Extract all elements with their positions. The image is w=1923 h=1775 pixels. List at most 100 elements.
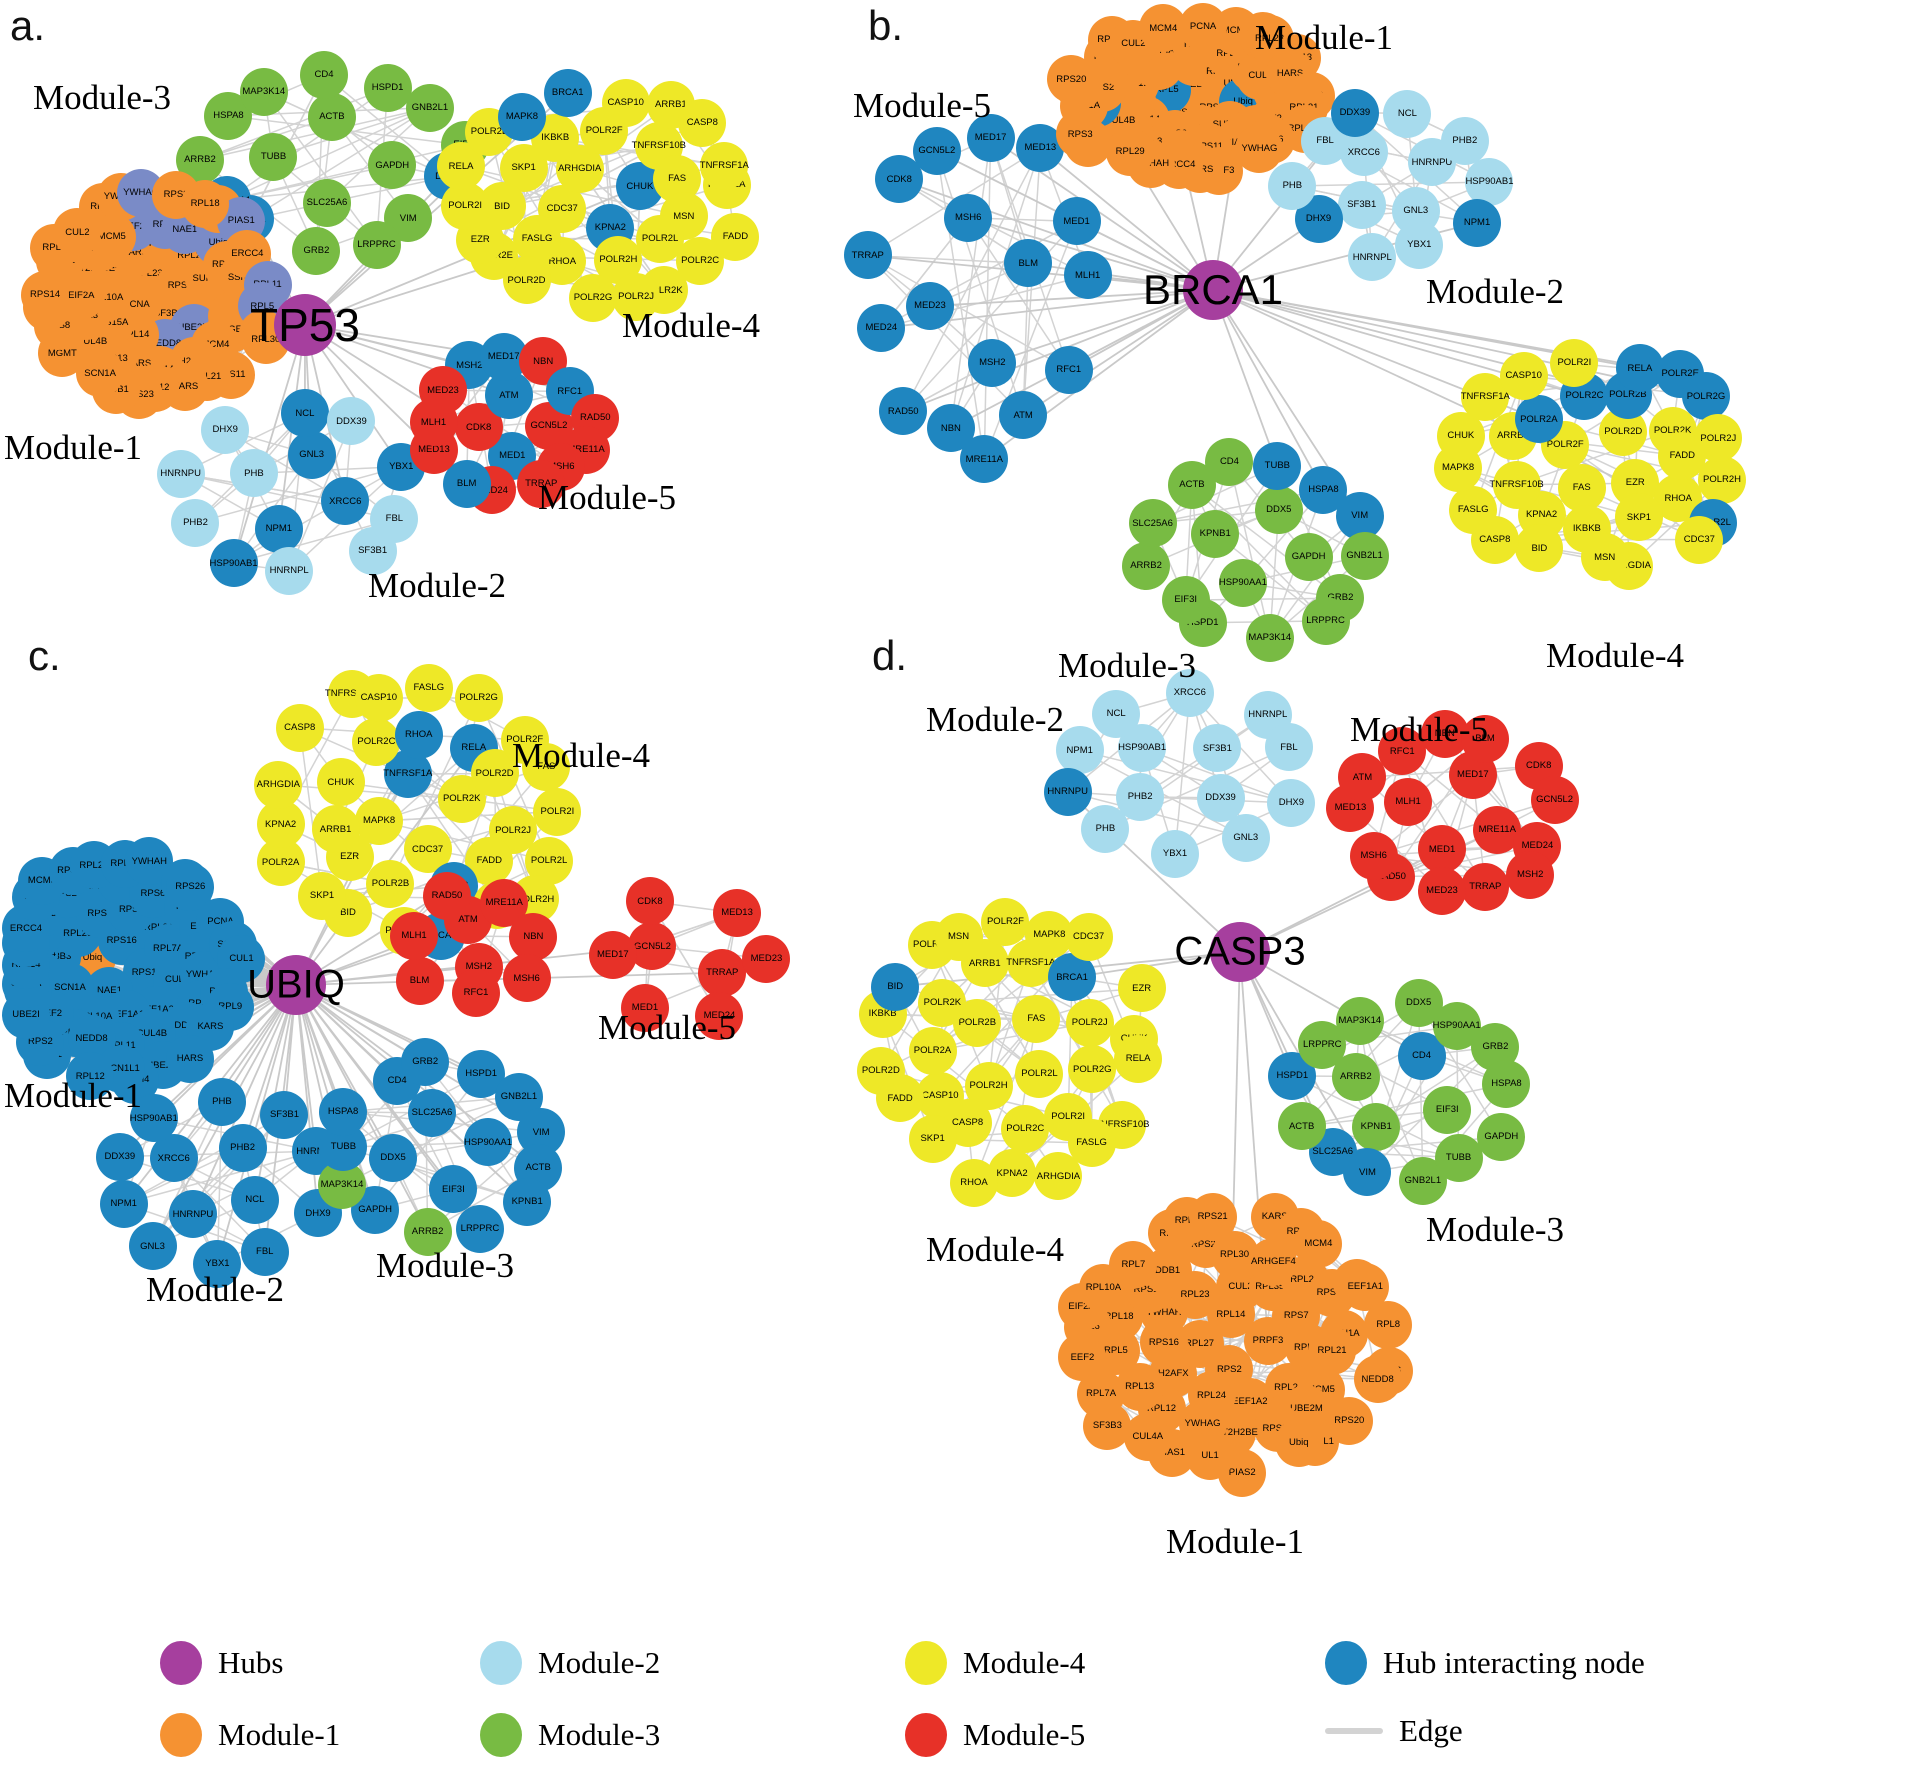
node-label: GCN1L1 (102, 1062, 140, 1074)
node-SKP1: SKP1 (1614, 493, 1663, 542)
module-4-swatch (905, 1641, 947, 1685)
node-label: TNFRSF1A (383, 768, 433, 780)
node-NCL: NCL (280, 389, 329, 438)
node-FBL: FBL (1264, 723, 1313, 772)
module-label-module-3: Module-3 (376, 1246, 515, 1285)
node-label: CUL5 (164, 973, 190, 985)
node-label: RFC1 (1389, 745, 1415, 757)
node-label: KARS (172, 381, 199, 393)
node-label: RPS11 (216, 369, 246, 381)
edge-line-swatch (1325, 1728, 1383, 1734)
node-RELA: RELA (1615, 344, 1664, 393)
node-label: NCL (1397, 107, 1417, 119)
hub-label-TP53: TP53 (250, 299, 360, 351)
node-POLR2J: POLR2J (1694, 414, 1743, 463)
module-label-module-4: Module-4 (926, 1230, 1065, 1269)
node-SKP1: SKP1 (298, 871, 347, 920)
node-label: RELA (1125, 1053, 1151, 1065)
node-label: Ubiq (1233, 95, 1253, 107)
node-label: RHOA (405, 729, 433, 741)
node-label: POLR2F (585, 125, 623, 137)
node-PHB: PHB (197, 1077, 246, 1126)
node-FAS: FAS (1012, 995, 1061, 1044)
module-label-module-3: Module-3 (1058, 646, 1197, 685)
node-label: RPS3 (1067, 128, 1093, 140)
node-label: RAD50 (579, 412, 611, 424)
node-YBX1: YBX1 (1395, 220, 1444, 269)
node-label: POLR2C (1006, 1123, 1045, 1135)
node-label: TNFRSF10B (1489, 478, 1544, 490)
node-label: ATM (458, 913, 478, 925)
node-label: KPNB1 (1199, 527, 1231, 539)
node-label: DDX39 (104, 1150, 136, 1162)
node-RPL12: RPL12 (66, 1052, 115, 1101)
node-label: MED17 (487, 351, 520, 363)
node-MSH6: MSH6 (944, 193, 993, 242)
node-label: MSH6 (1360, 849, 1387, 861)
node-POLR2A: POLR2A (908, 1027, 957, 1076)
node-RELA: RELA (1114, 1035, 1163, 1084)
node-XRCC6: XRCC6 (1165, 668, 1214, 717)
node-label: POLR2J (618, 291, 655, 303)
node-label: GNL3 (140, 1240, 165, 1252)
node-label: CASP8 (952, 1117, 984, 1129)
module-label-module-1: Module-1 (1255, 18, 1394, 57)
node-label: CUL4A (1132, 1430, 1164, 1442)
node-label: CASP8 (1479, 534, 1511, 546)
node-label: MED13 (1024, 142, 1057, 154)
node-label: UBE2M (177, 322, 211, 334)
node-label: POLR2G (573, 292, 613, 304)
node-label: POLR2J (495, 824, 531, 836)
node-CUL4A: CUL4A (1123, 1412, 1172, 1461)
node-label: MED1 (1428, 843, 1456, 855)
node-label: POLR2H (599, 254, 638, 266)
node-label: GAPDH (1484, 1131, 1519, 1143)
node-label: HNRNPU (1047, 786, 1088, 798)
node-label: HSPA8 (327, 1106, 359, 1118)
node-POLR2C: POLR2C (352, 718, 401, 767)
node-label: SCN1A (54, 981, 86, 993)
hub-node-TP53 (274, 294, 336, 356)
node-label: RPL27 (1185, 1338, 1215, 1350)
hub-label-UBIQ: UBIQ (247, 962, 345, 1007)
node-label: CDK8 (637, 895, 663, 907)
node-label: BID (340, 907, 356, 919)
node-label: FAS (1572, 482, 1591, 494)
node-label: EEF2 (38, 1007, 63, 1019)
node-label: TNFRSF10B (324, 688, 380, 700)
node-label: POLR2B (958, 1017, 997, 1029)
node-label: RPL7A (1085, 1388, 1117, 1400)
node-PHB2: PHB2 (218, 1123, 267, 1172)
node-label: RPL29 (1274, 1381, 1304, 1393)
node-label: ACTB (1179, 479, 1205, 491)
node-label: CUL2 (1121, 37, 1146, 49)
node-label: EEF1A2 (1232, 1395, 1268, 1407)
node-HNRNPU: HNRNPU (168, 1190, 217, 1239)
node-label: MRE11A (567, 444, 605, 456)
node-label: DDX5 (380, 1152, 406, 1164)
node-label: POLR2G (1073, 1063, 1112, 1075)
node-label: MED1 (1063, 215, 1090, 227)
node-POLR2H: POLR2H (1698, 455, 1747, 504)
node-HSPA8: HSPA8 (1482, 1059, 1531, 1108)
node-label: DHX9 (305, 1207, 331, 1219)
node-label: ARRB1 (1497, 429, 1529, 441)
node-label: BLM (1475, 733, 1495, 745)
node-label: RPL23 (133, 268, 163, 280)
node-MSH6: MSH6 (1349, 831, 1398, 880)
node-label: ATM (1352, 771, 1373, 783)
node-label: RPL14 (120, 328, 150, 340)
node-label: MSH2 (1517, 869, 1544, 881)
node-label: KARS (197, 1021, 224, 1033)
node-BLM: BLM (1004, 239, 1053, 288)
node-label: MSN (1594, 551, 1616, 563)
node-label: POLR2E (913, 938, 951, 950)
module-label-module-2: Module-2 (1426, 272, 1565, 311)
node-label: HSP90AA1 (1432, 1020, 1481, 1032)
node-label: RPS7 (87, 907, 113, 919)
node-label: NAE1 (97, 985, 122, 997)
node-label: POLR2C (1565, 390, 1604, 402)
legend-item-hub-interacting-node: Hub interacting node (1325, 1641, 1645, 1685)
hub-node-BRCA1 (1183, 260, 1243, 320)
